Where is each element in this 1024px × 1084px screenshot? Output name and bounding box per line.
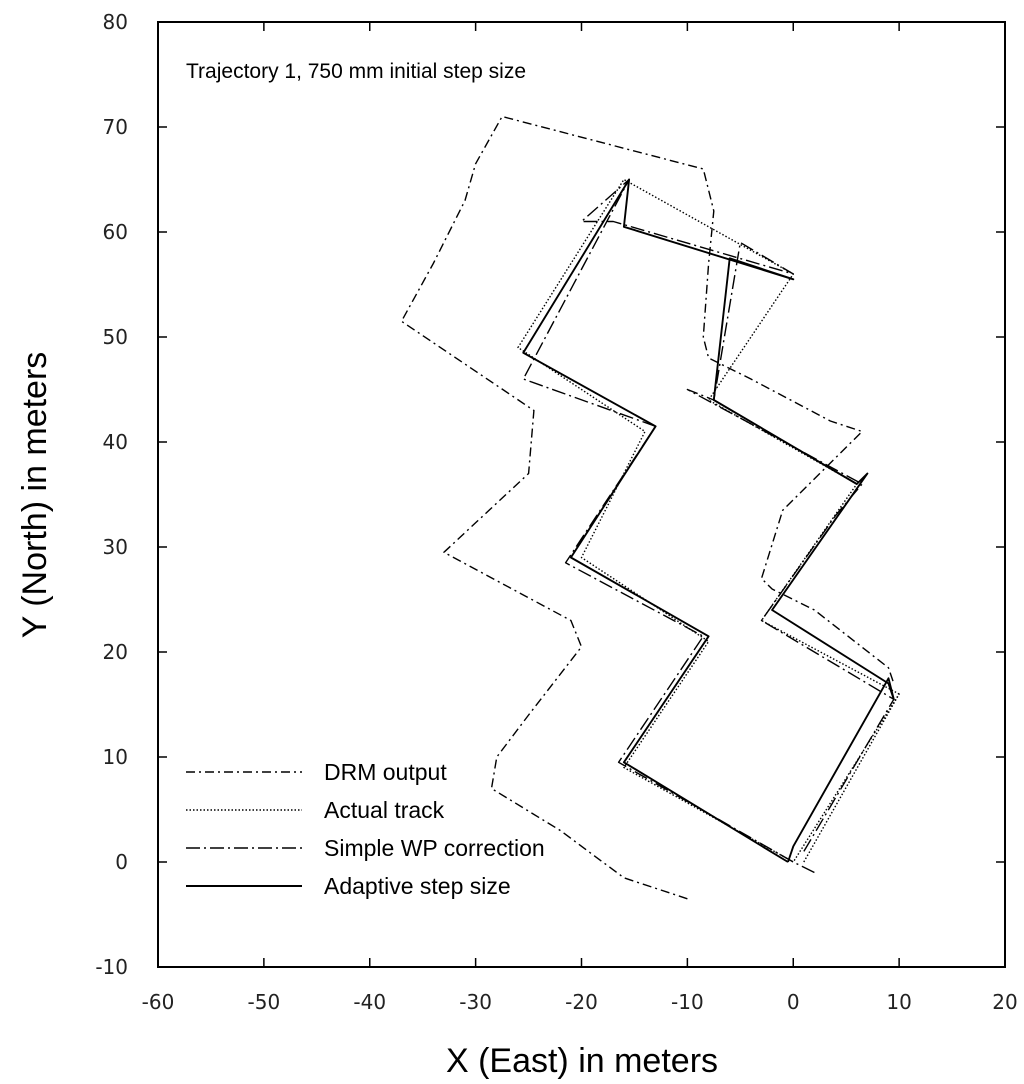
legend-label-2: Actual track [324,797,445,823]
x-tick-label: -20 [565,990,598,1014]
legend-label-4: Adaptive step size [324,873,511,899]
y-tick-label: 60 [103,220,128,244]
series-group [400,115,900,900]
x-tick-label: -40 [353,990,386,1014]
series-line-3 [522,178,895,874]
x-axis-title: X (East) in meters [446,1042,718,1080]
y-tick-label: 40 [103,430,128,454]
x-tick-label: 0 [787,990,800,1014]
legend-label-3: Simple WP correction [324,835,545,861]
axis-ticks: -60 -50 -40 -30 -20 -10 0 10 20 -10 0 10 20 30 40 50 60 7… [95,10,1017,1014]
x-tick-label: -60 [142,990,175,1014]
x-tick-label: -10 [671,990,704,1014]
x-tick-label: 20 [992,990,1017,1014]
x-tick-label: 10 [886,990,911,1014]
x-tick-label: -50 [248,990,281,1014]
chart-annotation: Trajectory 1, 750 mm initial step size [186,60,526,83]
y-tick-label: 20 [103,640,128,664]
x-tick-label: -30 [459,990,492,1014]
y-tick-label: 50 [103,325,128,349]
series-line-1 [400,115,895,900]
legend-label-1: DRM output [324,759,447,785]
y-tick-label: 70 [103,115,128,139]
y-tick-label: 0 [115,850,128,874]
series-line-4 [522,178,895,863]
y-tick-label: 80 [103,10,128,34]
y-tick-label: 30 [103,535,128,559]
y-tick-label: -10 [95,955,128,979]
y-tick-label: 10 [103,745,128,769]
y-axis-title: Y (North) in meters [16,352,54,639]
legend: DRM output Actual track Simple WP correcti… [186,759,545,899]
plot-frame [157,21,1006,968]
